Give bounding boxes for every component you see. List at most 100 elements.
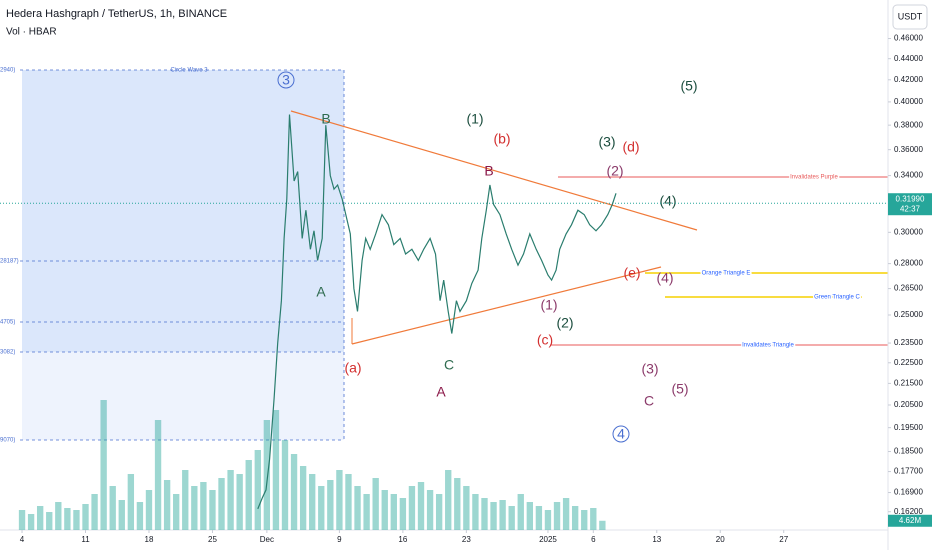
last-price-box bbox=[888, 193, 932, 216]
y-tick-label: 0.46000 bbox=[894, 34, 923, 43]
volume-bar bbox=[91, 494, 98, 530]
currency-button[interactable] bbox=[892, 4, 928, 30]
volume-bar bbox=[100, 400, 107, 530]
y-tick-label: 0.36000 bbox=[894, 145, 923, 154]
triangle-top bbox=[290, 110, 698, 231]
volume-bar bbox=[82, 504, 89, 530]
annotation: A bbox=[316, 284, 326, 300]
volume-bar bbox=[173, 494, 180, 530]
volume-bar bbox=[163, 480, 171, 530]
volume-bar bbox=[299, 466, 307, 530]
volume-bar bbox=[499, 500, 506, 530]
volume-bar bbox=[599, 520, 606, 530]
level-label: Orange Triangle E bbox=[702, 271, 751, 277]
volume-label-box bbox=[888, 514, 932, 527]
x-tick-label: 4 bbox=[20, 535, 25, 544]
chart-title: Hedera Hashgraph / TetherUS, 1h, BINANCE bbox=[6, 8, 227, 20]
x-tick-label: 27 bbox=[779, 535, 788, 544]
volume-bar bbox=[109, 486, 116, 530]
x-tick-label: 23 bbox=[462, 535, 471, 544]
wave-box-lower bbox=[22, 352, 344, 440]
y-tick-label: 0.19500 bbox=[894, 423, 923, 432]
volume-bar bbox=[517, 494, 524, 530]
y-tick-label: 0.25000 bbox=[894, 310, 923, 319]
volume-bar bbox=[281, 440, 289, 530]
countdown: 42:37 bbox=[900, 204, 921, 213]
volume-bar bbox=[200, 482, 207, 530]
fib-label: 2940) bbox=[0, 68, 15, 74]
annotation: (d) bbox=[622, 139, 639, 155]
annotation: C bbox=[644, 393, 654, 409]
volume-bar bbox=[571, 506, 579, 530]
y-tick-label: 0.38000 bbox=[894, 120, 923, 129]
volume-bar bbox=[390, 494, 397, 530]
annotation: A bbox=[436, 384, 446, 400]
triangle-bottom bbox=[351, 266, 662, 345]
y-tick-label: 0.40000 bbox=[894, 97, 923, 106]
volume-bar bbox=[372, 478, 379, 530]
y-tick-label: 0.18500 bbox=[894, 447, 923, 456]
volume-bar bbox=[290, 454, 298, 530]
volume-bar bbox=[318, 486, 325, 530]
x-tick-label: 9 bbox=[337, 535, 342, 544]
volume-bar bbox=[562, 498, 570, 530]
volume-bar bbox=[309, 474, 316, 530]
fib-label: 9070) bbox=[0, 438, 15, 444]
y-tick-label: 0.44000 bbox=[894, 54, 923, 63]
volume-bar bbox=[36, 506, 44, 530]
volume-bar bbox=[481, 498, 488, 530]
level-label: Invalidates Triangle bbox=[742, 343, 794, 349]
y-tick-label: 0.42000 bbox=[894, 75, 923, 84]
level-label: Green Triangle C bbox=[814, 295, 860, 301]
x-tick-label: 6 bbox=[591, 535, 596, 544]
x-tick-label: 11 bbox=[81, 535, 90, 544]
volume-bar bbox=[127, 474, 135, 530]
volume-bar bbox=[145, 490, 153, 530]
volume-bar bbox=[218, 478, 225, 530]
level-label: Invalidates Purple bbox=[790, 175, 838, 181]
annotation: (4) bbox=[656, 270, 673, 286]
y-tick-label: 0.22500 bbox=[894, 358, 923, 367]
fib-label: 28187) bbox=[0, 259, 19, 265]
volume-bar bbox=[64, 508, 71, 530]
volume-bar bbox=[381, 490, 388, 530]
last-price-label: 0.31990 bbox=[896, 194, 925, 203]
x-tick-label: Dec bbox=[260, 535, 274, 544]
currency-label[interactable]: USDT bbox=[898, 11, 923, 21]
y-tick-label: 0.21500 bbox=[894, 378, 923, 387]
volume-bar bbox=[399, 498, 407, 530]
annotation: (2) bbox=[556, 315, 573, 331]
annotation: (3) bbox=[598, 134, 615, 150]
volume-bar bbox=[27, 514, 35, 530]
volume-bar bbox=[445, 470, 452, 530]
wave-box bbox=[22, 70, 344, 352]
y-tick-label: 0.28000 bbox=[894, 259, 923, 268]
volume-bar bbox=[136, 502, 144, 530]
volume-bar bbox=[118, 500, 125, 530]
annotation: (e) bbox=[623, 265, 640, 281]
volume-bar bbox=[236, 474, 243, 530]
volume-value-label: 4.62M bbox=[899, 516, 922, 525]
volume-bar bbox=[18, 510, 26, 530]
x-tick-label: 13 bbox=[652, 535, 661, 544]
volume-bar bbox=[55, 502, 62, 530]
volume-bar bbox=[191, 486, 198, 530]
volume-bar bbox=[435, 494, 443, 530]
volume-bar bbox=[553, 502, 561, 530]
annotation: C bbox=[444, 357, 454, 373]
volume-bar bbox=[46, 512, 53, 530]
price-line bbox=[257, 114, 617, 510]
y-tick-label: 0.26500 bbox=[894, 284, 923, 293]
annotation: (a) bbox=[344, 360, 361, 376]
volume-bar bbox=[154, 420, 162, 530]
x-tick-label: 16 bbox=[398, 535, 407, 544]
x-tick-label: 18 bbox=[145, 535, 154, 544]
volume-bar bbox=[535, 506, 543, 530]
volume-bar bbox=[408, 486, 416, 530]
volume-bar bbox=[590, 508, 597, 530]
volume-bar bbox=[581, 510, 588, 530]
annotation: 3 bbox=[282, 72, 290, 88]
volume-bar bbox=[327, 480, 334, 530]
annotation: (5) bbox=[680, 78, 697, 94]
annotation: (4) bbox=[659, 193, 676, 209]
